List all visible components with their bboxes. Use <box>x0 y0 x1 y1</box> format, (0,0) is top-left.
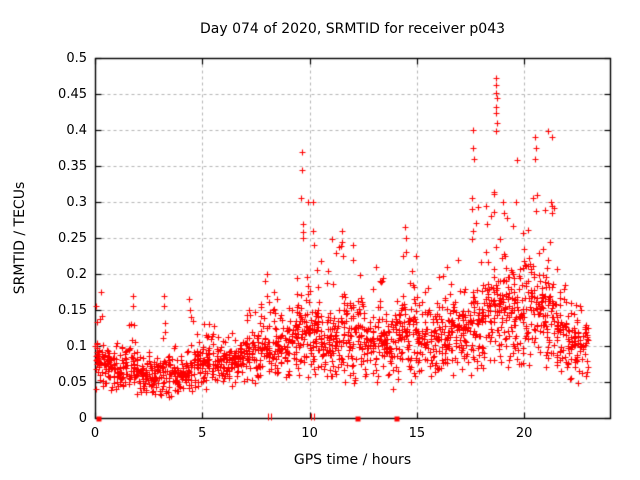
y-tick-label: 0.25 <box>58 230 87 246</box>
y-tick-label: 0.4 <box>66 122 87 138</box>
x-tick-label: 10 <box>301 426 318 441</box>
x-tick-label: 20 <box>515 426 533 441</box>
x-tick-label: 15 <box>408 426 426 441</box>
x-axis-label: GPS time / hours <box>293 452 412 468</box>
y-tick-label: 0.1 <box>66 338 87 354</box>
y-tick-label: 0.3 <box>66 194 87 210</box>
y-tick-label: 0.5 <box>66 50 87 66</box>
y-tick-label: 0.35 <box>58 158 87 174</box>
y-tick-label: 0 <box>78 410 87 426</box>
y-tick-label: 0.45 <box>58 86 87 102</box>
y-tick-label: 0.15 <box>58 302 87 318</box>
y-tick-label: 0.2 <box>66 266 87 282</box>
x-tick-label: 5 <box>198 426 207 441</box>
y-tick-label: 0.05 <box>58 374 87 390</box>
x-tick-label: 0 <box>90 426 100 441</box>
chart-title: Day 074 of 2020, SRMTID for receiver p04… <box>199 21 506 37</box>
